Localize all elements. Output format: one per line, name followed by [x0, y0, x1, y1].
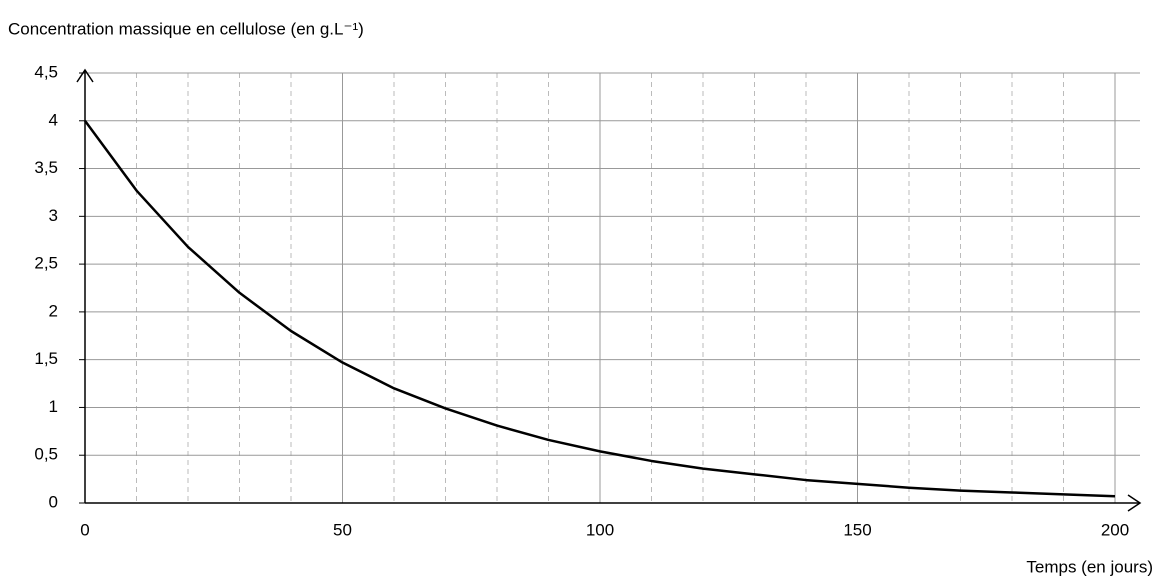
- y-tick-label: 0: [49, 492, 58, 511]
- x-tick-label: 0: [80, 520, 89, 539]
- y-tick-label: 2: [49, 301, 58, 320]
- x-tick-label: 200: [1101, 520, 1129, 539]
- x-tick-label: 100: [586, 520, 614, 539]
- y-tick-label: 1: [49, 397, 58, 416]
- chart-title: Concentration massique en cellulose (en …: [8, 19, 364, 38]
- data-line: [83, 120, 1116, 498]
- x-tick-label: 150: [843, 520, 871, 539]
- y-tick-label: 3: [49, 206, 58, 225]
- y-tick-label: 2,5: [34, 254, 58, 273]
- x-axis-arrow: [1127, 494, 1142, 512]
- y-tick-label: 4,5: [34, 62, 58, 81]
- y-tick-label: 3,5: [34, 158, 58, 177]
- y-tick-label: 4: [49, 110, 58, 129]
- y-tick-label: 1,5: [34, 349, 58, 368]
- x-axis-label: Temps (en jours): [1026, 557, 1153, 576]
- y-tick-label: 0,5: [34, 445, 58, 464]
- x-tick-label: 50: [333, 520, 352, 539]
- y-axis-arrow: [76, 68, 94, 83]
